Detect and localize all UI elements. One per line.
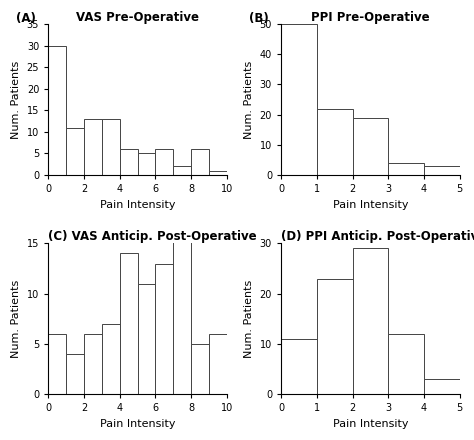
- Text: (A): (A): [16, 12, 36, 25]
- Text: (D) PPI Anticip. Post-Operative: (D) PPI Anticip. Post-Operative: [281, 231, 474, 243]
- X-axis label: Pain Intensity: Pain Intensity: [333, 200, 408, 209]
- Title: PPI Pre-Operative: PPI Pre-Operative: [311, 11, 430, 24]
- Bar: [191, 149, 209, 175]
- Bar: [137, 154, 155, 175]
- Bar: [66, 354, 84, 394]
- Bar: [155, 149, 173, 175]
- Text: (C) VAS Anticip. Post-Operative: (C) VAS Anticip. Post-Operative: [48, 231, 257, 243]
- Bar: [119, 149, 137, 175]
- Bar: [84, 334, 102, 394]
- Bar: [388, 163, 424, 175]
- Bar: [48, 46, 66, 175]
- Y-axis label: Num. Patients: Num. Patients: [244, 280, 254, 358]
- Bar: [173, 166, 191, 175]
- Bar: [353, 249, 388, 394]
- Bar: [353, 117, 388, 175]
- Bar: [209, 171, 227, 175]
- Bar: [281, 339, 317, 394]
- Bar: [84, 119, 102, 175]
- Bar: [424, 379, 460, 394]
- Title: VAS Pre-Operative: VAS Pre-Operative: [76, 11, 199, 24]
- Bar: [66, 128, 84, 175]
- Bar: [424, 166, 460, 175]
- Bar: [102, 119, 119, 175]
- Bar: [137, 284, 155, 394]
- Bar: [48, 334, 66, 394]
- Bar: [173, 233, 191, 394]
- X-axis label: Pain Intensity: Pain Intensity: [100, 200, 175, 209]
- Y-axis label: Num. Patients: Num. Patients: [11, 280, 21, 358]
- Bar: [317, 279, 353, 394]
- Bar: [102, 324, 119, 394]
- Text: (B): (B): [249, 12, 269, 25]
- Bar: [388, 334, 424, 394]
- Bar: [209, 334, 227, 394]
- Bar: [191, 344, 209, 394]
- Bar: [317, 109, 353, 175]
- Y-axis label: Num. Patients: Num. Patients: [244, 60, 254, 139]
- X-axis label: Pain Intensity: Pain Intensity: [333, 419, 408, 429]
- Bar: [155, 264, 173, 394]
- Y-axis label: Num. Patients: Num. Patients: [11, 60, 21, 139]
- Bar: [281, 24, 317, 175]
- Bar: [119, 253, 137, 394]
- X-axis label: Pain Intensity: Pain Intensity: [100, 419, 175, 429]
